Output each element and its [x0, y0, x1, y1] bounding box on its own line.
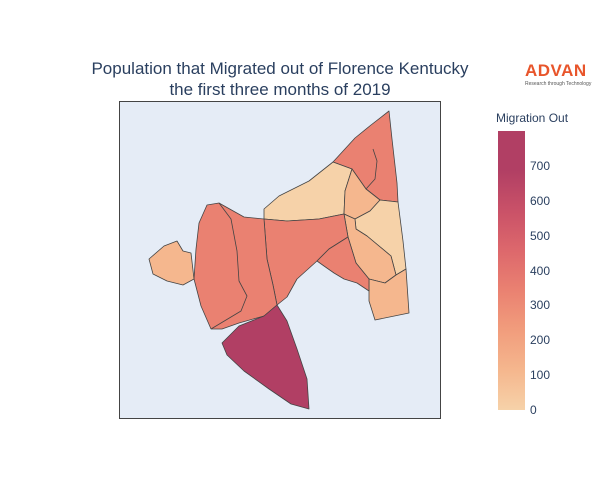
region-north-center[interactable] — [263, 161, 353, 222]
choropleth-map[interactable] — [119, 101, 441, 419]
colorbar-tick-300: 300 — [530, 298, 551, 313]
colorbar-tick-400: 400 — [530, 263, 551, 278]
region-far-west[interactable] — [148, 240, 195, 286]
advan-logo: ADVAN Research through Technology — [525, 62, 595, 92]
logo-tagline: Research through Technology — [525, 81, 592, 87]
map-title: Population that Migrated out of Florence… — [40, 58, 520, 100]
colorbar-tick-600: 600 — [530, 193, 551, 208]
colorbar-tick-0: 0 — [530, 403, 537, 417]
colorbar-title: Migration Out — [496, 111, 569, 125]
region-east-central[interactable] — [316, 236, 370, 292]
logo-wordmark: ADVAN — [525, 61, 587, 80]
colorbar-tick-100: 100 — [530, 368, 551, 383]
colorbar-tick-500: 500 — [530, 228, 551, 243]
colorbar-tick-200: 200 — [530, 333, 551, 348]
region-southeast[interactable] — [368, 268, 410, 321]
region-west-center[interactable] — [193, 202, 278, 330]
colorbar — [498, 131, 525, 410]
map-title-line-2: the first three months of 2019 — [169, 80, 391, 99]
colorbar-tick-700: 700 — [530, 158, 551, 173]
map-title-line-1: Population that Migrated out of Florence… — [91, 59, 469, 78]
region-south[interactable] — [221, 304, 310, 410]
